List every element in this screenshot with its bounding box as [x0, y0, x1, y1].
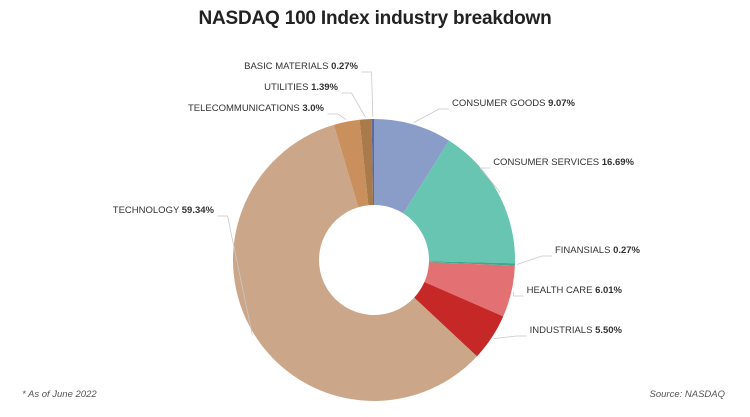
slice-label-name: INDUSTRIALS — [530, 325, 595, 336]
slice-basic-materials — [371, 119, 374, 206]
slice-label-group: CONSUMER GOODS 9.07% CONSUMER SERVICES 16… — [113, 61, 641, 336]
slice-label-finansials: FINANSIALS 0.27% — [555, 245, 641, 256]
slice-label-name: FINANSIALS — [555, 245, 613, 256]
chart-title: NASDAQ 100 Index industry breakdown — [198, 8, 552, 29]
slice-label-value: 3.0% — [302, 103, 324, 114]
slice-label-telecommunications: TELECOMMUNICATIONS 3.0% — [188, 103, 325, 114]
leader-line-industrials — [493, 335, 527, 340]
leader-line-health-care — [512, 291, 524, 297]
slice-consumer-services — [403, 140, 515, 264]
leader-line-basic-materials — [361, 71, 374, 118]
slice-label-value: 9.07% — [548, 98, 575, 109]
slice-label-value: 0.27% — [613, 245, 640, 256]
leader-line-technology — [217, 215, 253, 336]
slice-label-utilities: UTILITIES 1.39% — [264, 82, 338, 93]
leader-line-telecommunications — [327, 113, 347, 121]
slice-label-value: 6.01% — [595, 285, 622, 296]
source-note: Source: NASDAQ — [649, 389, 726, 400]
slice-technology — [232, 124, 477, 402]
leader-line-consumer-services — [479, 167, 501, 193]
slice-group — [232, 119, 515, 402]
slice-health-care — [424, 262, 515, 317]
slice-label-name: HEALTH CARE — [527, 285, 595, 296]
slice-label-value: 59.34% — [182, 205, 215, 216]
slice-label-value: 1.39% — [311, 82, 338, 93]
slice-label-name: UTILITIES — [264, 82, 311, 93]
leader-line-consumer-goods — [413, 108, 449, 123]
footnote: * As of June 2022 — [22, 389, 97, 400]
slice-label-consumer-services: CONSUMER SERVICES 16.69% — [493, 157, 634, 168]
slice-label-name: TECHNOLOGY — [113, 205, 182, 216]
slice-label-industrials: INDUSTRIALS 5.50% — [530, 325, 623, 336]
slice-telecommunications — [333, 119, 369, 208]
slice-finansials — [428, 261, 515, 266]
leader-line-utilities — [341, 92, 366, 118]
slice-utilities — [359, 119, 374, 206]
leader-line-finansials — [516, 255, 552, 265]
slice-label-name: CONSUMER SERVICES — [493, 157, 602, 168]
slice-label-basic-materials: BASIC MATERIALS 0.27% — [244, 61, 358, 72]
slice-label-health-care: HEALTH CARE 6.01% — [527, 285, 623, 296]
slice-label-name: TELECOMMUNICATIONS — [188, 103, 302, 114]
slice-label-name: CONSUMER GOODS — [452, 98, 548, 109]
leader-line-group — [217, 71, 552, 340]
slice-industrials — [414, 282, 504, 357]
slice-label-technology: TECHNOLOGY 59.34% — [113, 205, 215, 216]
slice-label-value: 0.27% — [331, 61, 358, 72]
slice-label-consumer-goods: CONSUMER GOODS 9.07% — [452, 98, 576, 109]
slice-consumer-goods — [374, 119, 450, 214]
slice-label-value: 16.69% — [602, 157, 635, 168]
slice-label-name: BASIC MATERIALS — [244, 61, 331, 72]
slice-label-value: 5.50% — [595, 325, 622, 336]
